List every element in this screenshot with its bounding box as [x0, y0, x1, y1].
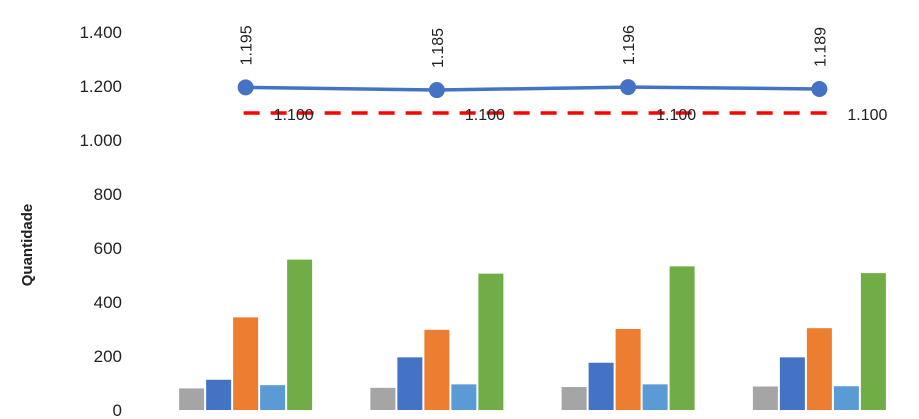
bar — [752, 386, 778, 410]
y-tick-label: 400 — [94, 293, 122, 312]
bar — [260, 385, 286, 410]
line-data-label: 1.185 — [430, 28, 447, 68]
y-tick-label: 1.400 — [79, 23, 122, 42]
line-data-label: 1.196 — [621, 25, 638, 65]
bar — [233, 317, 259, 410]
line-point — [811, 80, 828, 97]
bar-series-group — [179, 259, 886, 410]
bar — [370, 387, 396, 410]
bar — [833, 386, 859, 410]
y-axis-ticks: 0 200 400 600 800 1.000 1.200 1.400 — [79, 23, 122, 419]
bar — [206, 379, 232, 410]
bar — [588, 362, 614, 410]
y-tick-label: 1.000 — [79, 131, 122, 150]
bar — [779, 357, 805, 410]
y-tick-label: 600 — [94, 239, 122, 258]
bar — [615, 329, 641, 410]
line-point — [237, 79, 254, 96]
bar — [451, 384, 477, 410]
bar — [478, 273, 504, 410]
y-tick-label: 1.200 — [79, 77, 122, 96]
y-tick-label: 800 — [94, 185, 122, 204]
bar — [287, 259, 313, 410]
y-tick-label: 0 — [113, 401, 122, 419]
line-series — [245, 85, 820, 92]
line-data-label: 1.195 — [239, 25, 256, 65]
bar — [860, 273, 886, 410]
line-point — [428, 82, 445, 99]
reference-data-label: 1.100 — [465, 107, 505, 124]
bar — [179, 388, 205, 410]
line-series-group: 1.195 1.185 1.196 1.189 — [237, 25, 829, 99]
bar — [642, 384, 668, 410]
bar — [424, 329, 450, 410]
line-point — [620, 79, 637, 96]
reference-data-label: 1.100 — [656, 107, 696, 124]
bar — [561, 387, 587, 410]
line-data-label: 1.189 — [812, 27, 829, 67]
y-tick-label: 200 — [94, 347, 122, 366]
reference-data-label: 1.100 — [274, 107, 314, 124]
reference-data-label: 1.100 — [847, 107, 887, 124]
y-axis-label: Quantidade — [19, 204, 36, 287]
reference-line-group: 1.100 1.100 1.100 1.100 — [243, 107, 888, 124]
bar — [806, 328, 832, 410]
bar — [397, 357, 423, 410]
bar — [669, 266, 695, 410]
